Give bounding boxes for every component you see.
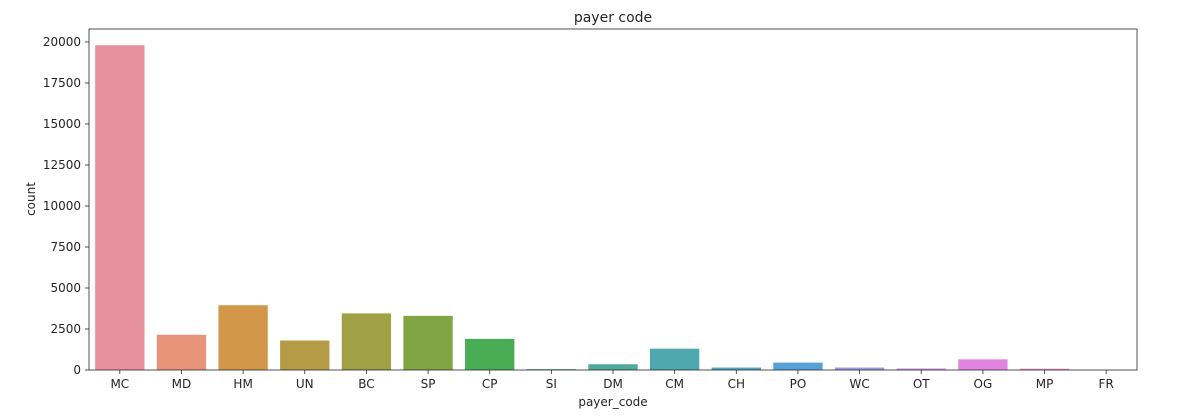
y-tick-label: 15000 <box>43 117 81 131</box>
chart-title: payer code <box>574 10 652 26</box>
y-tick-label: 10000 <box>43 199 81 213</box>
x-tick-label: MP <box>1036 377 1054 391</box>
bar-ot <box>896 368 946 370</box>
bar-og <box>958 359 1008 370</box>
y-tick-label: 20000 <box>43 35 81 49</box>
x-tick-label: UN <box>296 377 314 391</box>
y-tick-label: 17500 <box>43 76 81 90</box>
bar-cm <box>649 348 700 370</box>
y-axis: 0 2500 5000 7500 10000 12500 15000 17500 20000 <box>43 35 89 377</box>
bar-mc <box>95 45 145 371</box>
bar-dm <box>588 364 638 370</box>
x-tick-label: WC <box>849 377 869 391</box>
bar-ch <box>711 367 761 370</box>
x-tick-label: OG <box>974 377 993 391</box>
x-axis-label: payer_code <box>578 395 647 409</box>
bar-cp <box>465 338 515 370</box>
bar-md <box>156 334 207 370</box>
x-tick-label: CM <box>665 377 684 391</box>
x-tick-label: PO <box>790 377 807 391</box>
x-tick-label: MD <box>172 377 192 391</box>
y-axis-label: count <box>24 182 38 216</box>
x-tick-label: CP <box>482 377 498 391</box>
x-tick-label: BC <box>358 377 374 391</box>
y-tick-label: 0 <box>73 363 81 377</box>
bar-sp <box>403 315 453 370</box>
x-tick-label: OT <box>913 377 930 391</box>
y-tick-label: 5000 <box>50 281 81 295</box>
x-tick-label: SI <box>546 377 557 391</box>
bar-hm <box>218 305 268 370</box>
bar-mp <box>1019 368 1070 370</box>
x-axis: MC MD HM UN BC SP CP SI DM CM CH PO WC OT OG MP FR <box>110 370 1114 391</box>
x-tick-label: FR <box>1099 377 1114 391</box>
bar-po <box>773 362 823 370</box>
y-tick-label: 7500 <box>50 240 81 254</box>
x-tick-label: HM <box>233 377 252 391</box>
x-tick-label: MC <box>110 377 129 391</box>
bar-bc <box>341 313 392 370</box>
x-tick-label: CH <box>728 377 745 391</box>
x-tick-label: SP <box>421 377 436 391</box>
y-tick-label: 12500 <box>43 158 81 172</box>
bars-group <box>95 45 1131 371</box>
bar-wc <box>834 367 885 370</box>
y-tick-label: 2500 <box>50 322 81 336</box>
bar-un <box>280 340 330 370</box>
x-tick-label: DM <box>603 377 623 391</box>
bar-si <box>526 369 577 370</box>
